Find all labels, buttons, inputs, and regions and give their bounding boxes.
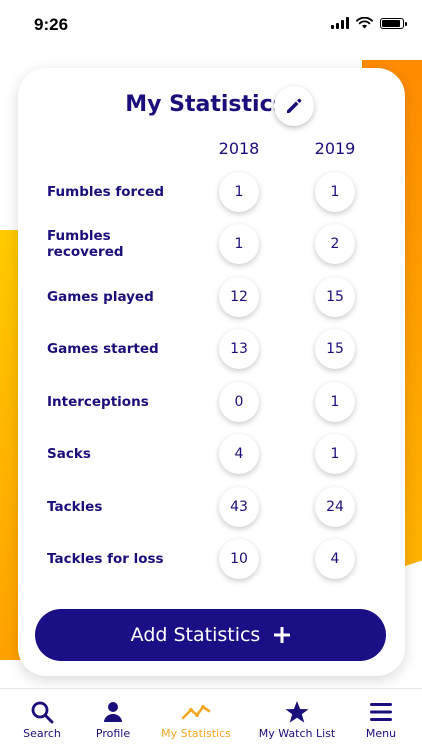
stat-value-2018[interactable]: 4 (219, 434, 259, 474)
stat-label: Tackles for loss (47, 551, 164, 567)
stat-value-2018[interactable]: 10 (219, 539, 259, 579)
stat-label: Sacks (47, 446, 91, 462)
stat-row: Games played 12 15 (18, 275, 405, 319)
hamburger-menu-icon (370, 703, 392, 721)
edit-button[interactable] (274, 86, 314, 126)
stat-label: Games played (47, 289, 154, 305)
stat-label: Interceptions (47, 394, 149, 410)
pencil-icon (287, 98, 302, 113)
stat-value-2019[interactable]: 15 (315, 329, 355, 369)
stat-value-2018[interactable]: 13 (219, 329, 259, 369)
tab-my-watch-list[interactable]: My Watch List (252, 689, 342, 751)
tab-search[interactable]: Search (12, 689, 72, 751)
tab-bar: Search Profile My Statistics My Watch Li… (0, 688, 422, 751)
stat-value-2019[interactable]: 1 (315, 172, 355, 212)
status-icons (331, 17, 407, 29)
stat-row: Games started 13 15 (18, 327, 405, 371)
star-icon (285, 701, 309, 723)
stat-row: Sacks 4 1 (18, 432, 405, 476)
stat-value-2019[interactable]: 2 (315, 224, 355, 264)
stat-value-2018[interactable]: 12 (219, 277, 259, 317)
card-title: My Statistics (125, 92, 286, 117)
stat-value-2018[interactable]: 0 (219, 382, 259, 422)
tab-label: My Statistics (161, 727, 231, 740)
tab-profile[interactable]: Profile (83, 689, 143, 751)
stat-row: Fumbles forced 1 1 (18, 170, 405, 214)
tab-label: Menu (365, 727, 397, 740)
stat-value-2019[interactable]: 15 (315, 277, 355, 317)
trend-line-icon (181, 705, 211, 720)
stat-value-2019[interactable]: 1 (315, 434, 355, 474)
battery-icon (380, 17, 407, 29)
status-bar: 9:26 (0, 0, 422, 50)
stat-value-2019[interactable]: 24 (315, 487, 355, 527)
wifi-icon (356, 17, 373, 29)
stat-label: Fumbles recovered (47, 228, 124, 260)
stat-label: Fumbles forced (47, 184, 165, 200)
search-icon (31, 701, 54, 724)
stat-label: Tackles (47, 499, 103, 515)
stat-value-2018[interactable]: 43 (219, 487, 259, 527)
plus-icon (274, 627, 291, 643)
stat-row: Tackles for loss 10 4 (18, 537, 405, 581)
add-statistics-label: Add Statistics (130, 624, 261, 646)
year-header-2019: 2019 (314, 139, 356, 158)
stat-label: Games started (47, 341, 159, 357)
signal-icon (331, 17, 349, 29)
add-statistics-button[interactable]: Add Statistics (35, 609, 386, 661)
stat-value-2019[interactable]: 1 (315, 382, 355, 422)
tab-menu[interactable]: Menu (352, 689, 410, 751)
statistics-card: My Statistics 2018 2019 Fumbles forced 1… (18, 68, 405, 676)
stat-row: Tackles 43 24 (18, 485, 405, 529)
stat-row: Fumbles recovered 1 2 (18, 222, 405, 266)
stat-value-2019[interactable]: 4 (315, 539, 355, 579)
stat-value-2018[interactable]: 1 (219, 172, 259, 212)
tab-label: Search (23, 727, 61, 740)
stat-value-2018[interactable]: 1 (219, 224, 259, 264)
year-header-2018: 2018 (218, 139, 260, 158)
tab-label: My Watch List (258, 727, 336, 740)
stat-row: Interceptions 0 1 (18, 380, 405, 424)
tab-my-statistics[interactable]: My Statistics (156, 689, 236, 751)
person-icon (104, 702, 122, 722)
status-time: 9:26 (34, 15, 69, 34)
tab-label: Profile (95, 727, 131, 740)
